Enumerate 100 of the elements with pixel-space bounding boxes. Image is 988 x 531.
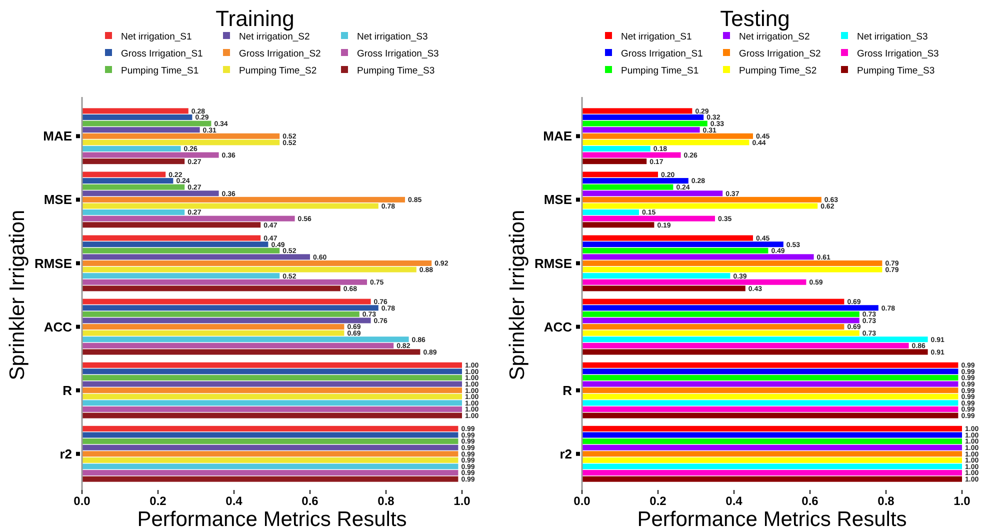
bar [82,178,174,184]
x-tick-label: 0.8 [378,494,395,508]
bar [82,235,261,241]
legend-label: Gross Irrigation_S2 [739,48,821,60]
bar [82,368,462,374]
bar [82,324,344,330]
y-tick-label: R [62,382,73,398]
legend-label: Net irrigation_S3 [857,31,928,42]
bar [582,349,928,355]
bar [82,120,212,126]
bar [82,362,462,368]
bar [582,184,674,190]
bar [582,120,708,126]
bar [82,222,261,228]
bar [582,114,704,120]
bar [82,394,462,400]
legend-label: Net irrigation_S2 [239,31,310,42]
bar [82,464,458,470]
y-tick-label: MSE [44,192,72,208]
x-tick-label: 0.2 [650,494,667,508]
y-tick-label: RMSE [34,256,72,271]
bar [582,330,860,336]
bar [582,146,650,152]
bar [582,381,958,387]
bar [582,216,715,222]
legend-label: Pumping Time_S1 [121,65,199,76]
legend-label: Pumping Time_S3 [357,65,435,76]
x-tick-label: 0.0 [74,494,91,508]
bar [582,196,822,202]
y-tick-label: r2 [560,446,572,462]
x-tick-label: 1.0 [954,494,971,508]
bar [582,279,806,285]
x-tick-label: 0.0 [574,494,591,508]
bar [82,127,200,133]
bar [582,311,860,317]
bar [82,476,458,482]
y-axis-title: Sprinkler Irrigation [6,210,29,380]
legend-label: Gross Irrigation_S2 [239,48,321,60]
x-axis-title: Performance Metrics Results [137,508,407,531]
x-tick-label: 0.4 [226,494,243,508]
legend-label: Gross Irrigation_S1 [121,48,203,60]
bar [82,133,280,139]
legend-label: Pumping Time_S3 [857,65,935,76]
bar [82,381,462,387]
bar [582,140,750,146]
bar [82,242,268,248]
bar [582,178,688,184]
bar [582,318,860,324]
x-tick-label: 1.0 [454,494,471,508]
bar [582,470,962,476]
x-tick-label: 0.4 [726,494,743,508]
bar [582,133,753,139]
bar [582,298,844,304]
bar [82,140,280,146]
legend-label: Net irrigation_S2 [739,31,810,42]
bar [82,152,219,158]
bar [582,374,958,380]
legend-label: Pumping Time_S2 [239,65,317,76]
bar [82,146,181,152]
bar [582,254,814,260]
bar [82,260,432,266]
bar [82,248,280,254]
bar [82,158,185,164]
legend-label: Net irrigation_S1 [621,31,692,42]
bar [582,222,654,228]
bar [82,444,458,450]
bar [582,464,962,470]
bar [582,172,658,178]
bar [82,216,295,222]
bar [582,444,962,450]
bar [582,235,753,241]
bar [582,152,681,158]
bar [582,362,958,368]
bar [82,190,219,196]
bar [82,374,462,380]
bar [82,108,188,114]
legend-label: Pumping Time_S2 [739,65,817,76]
legend-label: Gross Irrigation_S3 [357,48,439,60]
bar [582,273,730,279]
bar [582,388,958,394]
bar [582,412,958,418]
bar [582,108,692,114]
bar [82,305,378,311]
bar [582,248,768,254]
y-tick-label: MAE [43,128,72,144]
bar [82,426,458,432]
bar [582,451,962,457]
bar [82,470,458,476]
legend-label: Net irrigation_S1 [121,31,192,42]
chart-title: Training [216,6,294,31]
bar [582,203,818,209]
legend-label: Gross Irrigation_S3 [857,48,939,60]
y-axis-title: Sprinkler Irrigation [506,210,529,380]
x-tick-label: 0.6 [302,494,319,508]
x-tick-label: 0.6 [802,494,819,508]
bar [82,412,462,418]
x-tick-label: 0.2 [150,494,167,508]
bar [582,324,844,330]
bar [82,196,405,202]
legend-label: Gross Irrigation_S1 [621,48,703,60]
